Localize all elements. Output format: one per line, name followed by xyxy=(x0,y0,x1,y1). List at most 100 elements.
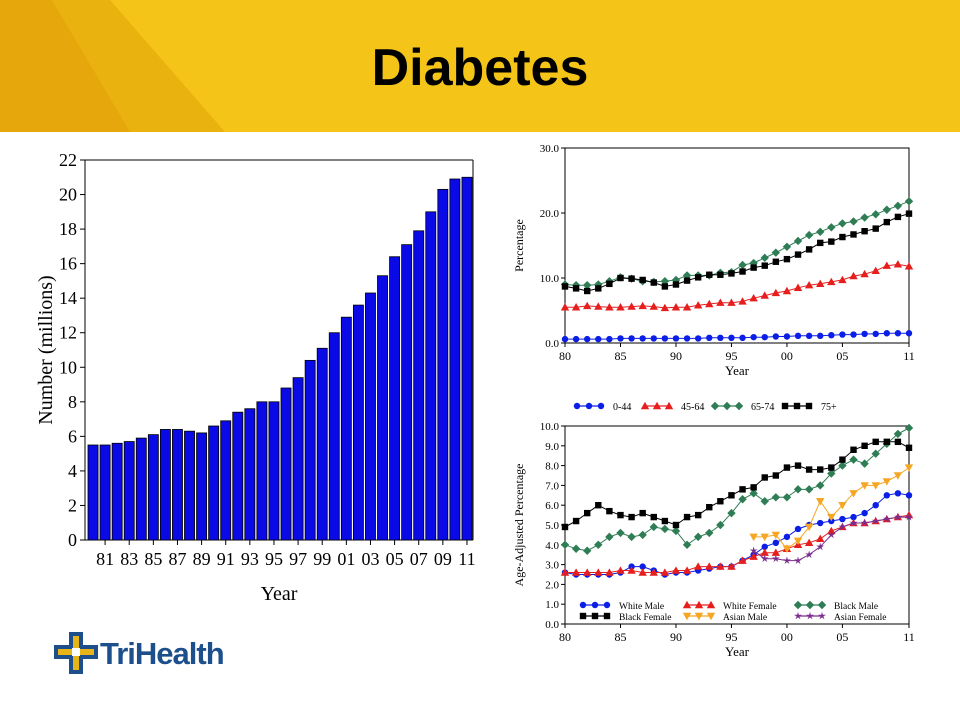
y-tick-label: 16 xyxy=(59,254,77,274)
legend-marker xyxy=(806,611,814,620)
data-point xyxy=(760,253,769,263)
page-title: Diabetes xyxy=(371,39,589,97)
bar xyxy=(389,256,401,541)
plot-frame xyxy=(564,425,910,625)
y-tick-label: 20 xyxy=(59,185,77,205)
data-point xyxy=(838,219,847,228)
data-point xyxy=(861,330,868,338)
data-point xyxy=(839,233,846,241)
data-point xyxy=(682,303,692,311)
data-point xyxy=(793,283,803,291)
legend-marker xyxy=(591,601,599,609)
data-point xyxy=(816,498,825,506)
data-point xyxy=(816,542,825,551)
data-point xyxy=(738,297,747,305)
data-point xyxy=(717,334,724,341)
axes: 0.0 1.0 2.0 3.0 4.0 5.0 6.0 7.0 8.0 9.0 10.0 80 85 90… xyxy=(512,421,915,659)
bar xyxy=(159,429,171,541)
legend-label: White Male xyxy=(619,602,664,612)
series-65-74 xyxy=(560,197,914,290)
data-point xyxy=(771,248,781,257)
data-point xyxy=(894,490,902,497)
data-point xyxy=(817,239,824,247)
data-point xyxy=(694,335,702,342)
data-point xyxy=(904,197,914,206)
data-point xyxy=(660,524,670,534)
data-point xyxy=(717,271,724,278)
data-point xyxy=(639,335,646,342)
y-tick-label: 3.0 xyxy=(545,560,559,572)
data-point xyxy=(828,238,835,245)
data-point xyxy=(805,466,813,473)
x-tick-label: 11 xyxy=(903,349,915,363)
data-point xyxy=(639,276,646,284)
legend-marker xyxy=(694,612,704,621)
x-tick-label: 05 xyxy=(836,630,848,644)
series-line xyxy=(564,427,910,552)
x-tick-label: 81 xyxy=(96,549,114,569)
data-point xyxy=(660,568,670,576)
data-point xyxy=(705,562,714,570)
data-point xyxy=(727,562,736,570)
x-tick-label: 95 xyxy=(725,349,737,363)
data-point xyxy=(771,554,780,563)
y-tick-label: 8 xyxy=(68,392,77,412)
legend-label: 0-44 xyxy=(613,402,631,413)
data-point xyxy=(860,459,869,468)
data-point xyxy=(605,303,614,311)
data-point xyxy=(650,279,657,286)
data-point xyxy=(849,490,858,498)
series-black-female xyxy=(561,438,913,531)
data-point xyxy=(761,543,768,550)
data-point xyxy=(783,255,791,263)
data-point xyxy=(606,335,613,343)
banner-shape xyxy=(0,0,225,132)
data-point xyxy=(661,517,669,525)
data-point xyxy=(838,275,847,284)
series-line xyxy=(564,441,910,528)
x-axis-title: Year xyxy=(725,644,750,659)
data-point xyxy=(739,334,746,341)
legend-label: 45-64 xyxy=(681,402,704,413)
bar xyxy=(401,244,413,541)
data-point xyxy=(794,332,802,340)
legend-marker xyxy=(706,600,716,609)
data-point xyxy=(672,521,680,529)
legend-marker xyxy=(710,401,720,411)
series-0-44 xyxy=(561,330,913,343)
data-point xyxy=(893,512,902,521)
data-point xyxy=(672,281,680,288)
data-point xyxy=(871,516,880,525)
data-point xyxy=(572,335,580,343)
series-75- xyxy=(561,210,913,295)
data-point xyxy=(805,550,814,559)
bar xyxy=(340,316,352,541)
data-point xyxy=(738,260,747,270)
data-point xyxy=(783,333,791,340)
data-point xyxy=(582,301,592,310)
legend-marker xyxy=(591,612,599,620)
data-point xyxy=(805,246,813,253)
legend-item: Black Female xyxy=(579,612,672,623)
data-point xyxy=(882,205,892,214)
legend-marker xyxy=(597,402,605,410)
data-point xyxy=(828,464,835,471)
data-point xyxy=(728,270,735,277)
legend-label: Black Male xyxy=(834,602,878,612)
x-tick-label: 03 xyxy=(361,549,379,569)
data-point xyxy=(628,335,635,342)
data-point xyxy=(760,497,769,506)
x-axis-title: Year xyxy=(261,583,298,605)
y-tick-label: 6 xyxy=(68,426,77,446)
data-point xyxy=(760,291,769,299)
data-point xyxy=(904,423,914,433)
y-tick-label: 8.0 xyxy=(545,461,559,473)
data-point xyxy=(872,225,879,232)
race-line-chart: 0.0 1.0 2.0 3.0 4.0 5.0 6.0 7.0 8.0 9.0 10.0 80 85 90… xyxy=(512,421,915,659)
data-point xyxy=(860,213,869,222)
data-point xyxy=(871,482,880,490)
bar xyxy=(365,292,376,541)
legend-item: Asian Female xyxy=(794,611,887,623)
data-point xyxy=(649,568,658,576)
data-point xyxy=(583,287,591,295)
